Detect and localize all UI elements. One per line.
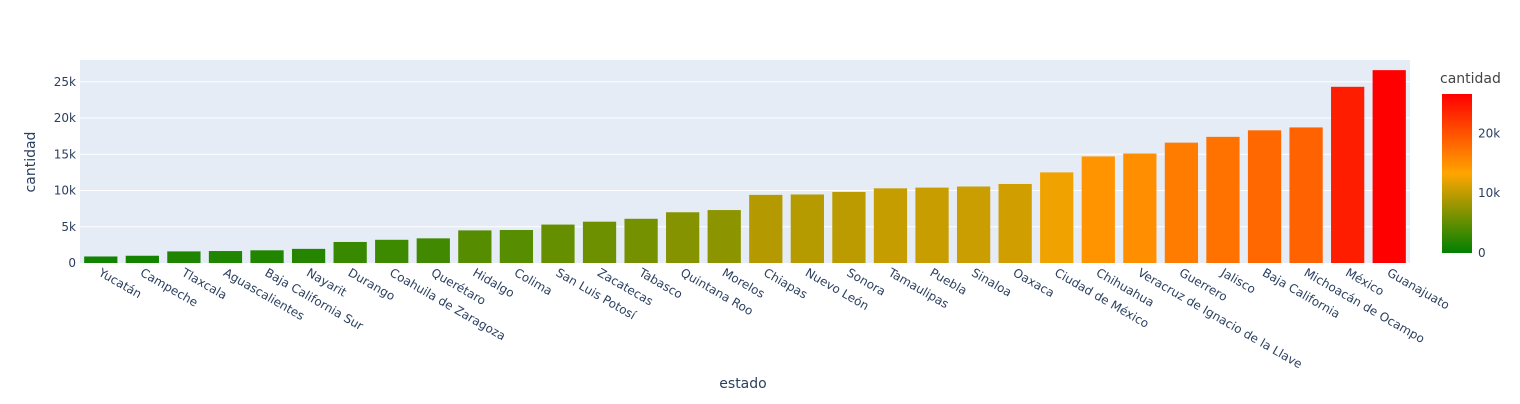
y-tick-label: 20k	[54, 111, 76, 125]
bar[interactable]	[250, 250, 284, 263]
colorbar	[1442, 94, 1472, 253]
bar[interactable]	[749, 194, 783, 263]
y-tick-label: 5k	[61, 220, 76, 234]
bar[interactable]	[873, 188, 908, 263]
bar[interactable]	[1372, 70, 1406, 264]
bar[interactable]	[125, 255, 159, 263]
colorbar-tick-label: 20k	[1478, 126, 1500, 140]
bar[interactable]	[375, 239, 409, 263]
x-tick-label: Yucatán	[95, 265, 144, 301]
bar[interactable]	[998, 183, 1032, 263]
colorbar-tick-label: 10k	[1478, 186, 1500, 200]
x-tick-label: Durango	[346, 265, 398, 303]
x-tick-label: Guanajuato	[1385, 265, 1452, 312]
colorbar-tick-label: 0	[1478, 246, 1486, 260]
bar[interactable]	[956, 186, 991, 263]
y-tick-label: 15k	[54, 147, 76, 161]
bar[interactable]	[167, 251, 201, 263]
x-tick-label: Colima	[512, 265, 555, 298]
bar[interactable]	[1040, 172, 1074, 264]
x-axis-ticks: YucatánCampecheTlaxcalaAguascalientesBaj…	[95, 265, 1452, 371]
bar[interactable]	[84, 256, 118, 263]
bar[interactable]	[790, 194, 824, 263]
bar[interactable]	[832, 191, 866, 263]
bar[interactable]	[416, 238, 450, 263]
bar[interactable]	[915, 187, 949, 263]
bar[interactable]	[1289, 127, 1323, 264]
y-tick-label: 10k	[54, 184, 76, 198]
bar[interactable]	[624, 218, 658, 263]
y-tick-label: 0	[68, 256, 76, 270]
bars	[84, 70, 1406, 264]
y-axis-title: cantidad	[23, 132, 39, 193]
bar[interactable]	[458, 230, 492, 264]
bar[interactable]	[291, 248, 326, 263]
bar[interactable]	[333, 241, 367, 263]
bar[interactable]	[1247, 130, 1282, 263]
bar[interactable]	[499, 230, 534, 263]
bar[interactable]	[541, 224, 575, 263]
bar[interactable]	[1123, 153, 1157, 263]
bar[interactable]	[666, 212, 700, 263]
colorbar-ticks: 0 10k 20k	[1478, 126, 1500, 260]
bar[interactable]	[1206, 136, 1240, 263]
bar[interactable]	[1081, 156, 1115, 263]
bar[interactable]	[208, 251, 243, 263]
x-tick-label: Quintana Roo	[678, 265, 755, 318]
bar[interactable]	[582, 221, 617, 263]
x-tick-label: Oaxaca	[1011, 265, 1057, 300]
x-tick-label: Sinaloa	[969, 265, 1014, 299]
colorbar-title: cantidad	[1440, 71, 1501, 87]
bar[interactable]	[707, 210, 741, 263]
x-tick-label: Chiapas	[761, 265, 809, 301]
y-axis-ticks: 0 5k 10k 15k 20k 25k	[54, 75, 76, 270]
y-tick-label: 25k	[54, 75, 76, 89]
bar[interactable]	[1164, 142, 1199, 263]
x-axis-title: estado	[719, 376, 766, 392]
bar[interactable]	[1331, 86, 1365, 263]
